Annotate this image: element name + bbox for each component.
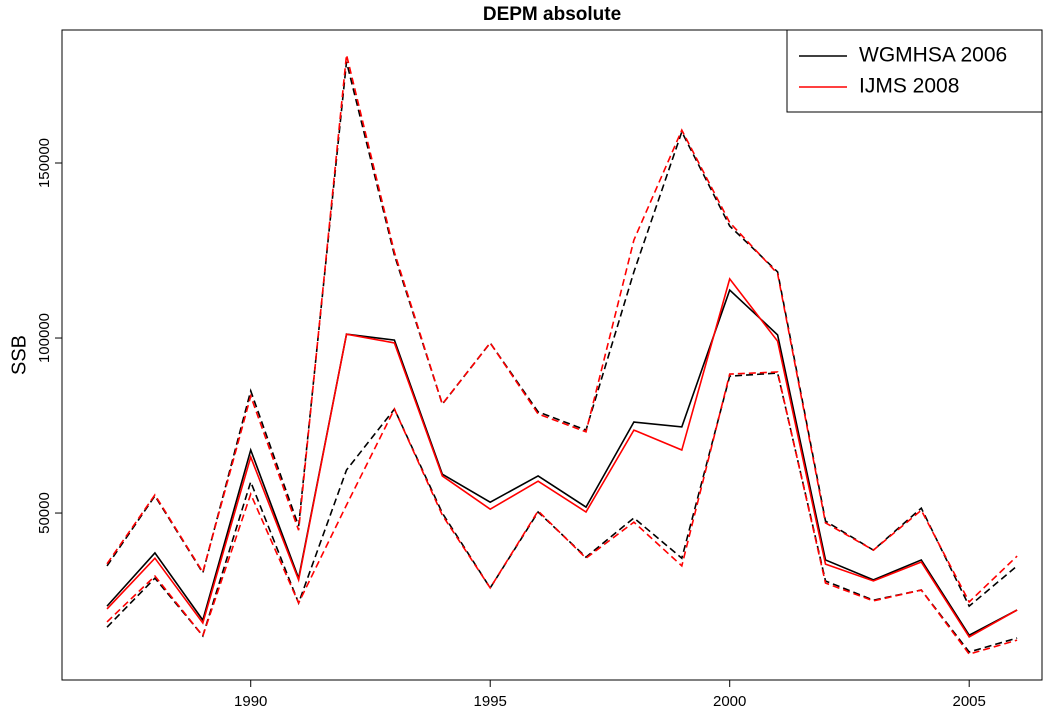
legend-label: WGMHSA 2006	[859, 44, 1007, 67]
plot-box	[61, 29, 1043, 681]
series-line	[106, 277, 1018, 639]
series-line	[106, 371, 1018, 656]
legend-box	[786, 29, 1043, 113]
x-tick-label: 1995	[474, 693, 507, 710]
series-line	[106, 61, 1018, 608]
series-line	[106, 54, 1018, 604]
x-tick-label: 1990	[234, 693, 267, 710]
y-axis-label: SSB	[8, 335, 30, 375]
legend-label: IJMS 2008	[859, 75, 959, 98]
series-line	[106, 372, 1018, 653]
x-tick-label: 2000	[713, 693, 746, 710]
series-line	[106, 288, 1018, 637]
y-tick-label: 50000	[36, 492, 53, 534]
y-tick-label: 100000	[36, 313, 53, 363]
chart-title: DEPM absolute	[483, 4, 621, 25]
y-tick-label: 150000	[36, 138, 53, 188]
x-tick-label: 2005	[953, 693, 986, 710]
